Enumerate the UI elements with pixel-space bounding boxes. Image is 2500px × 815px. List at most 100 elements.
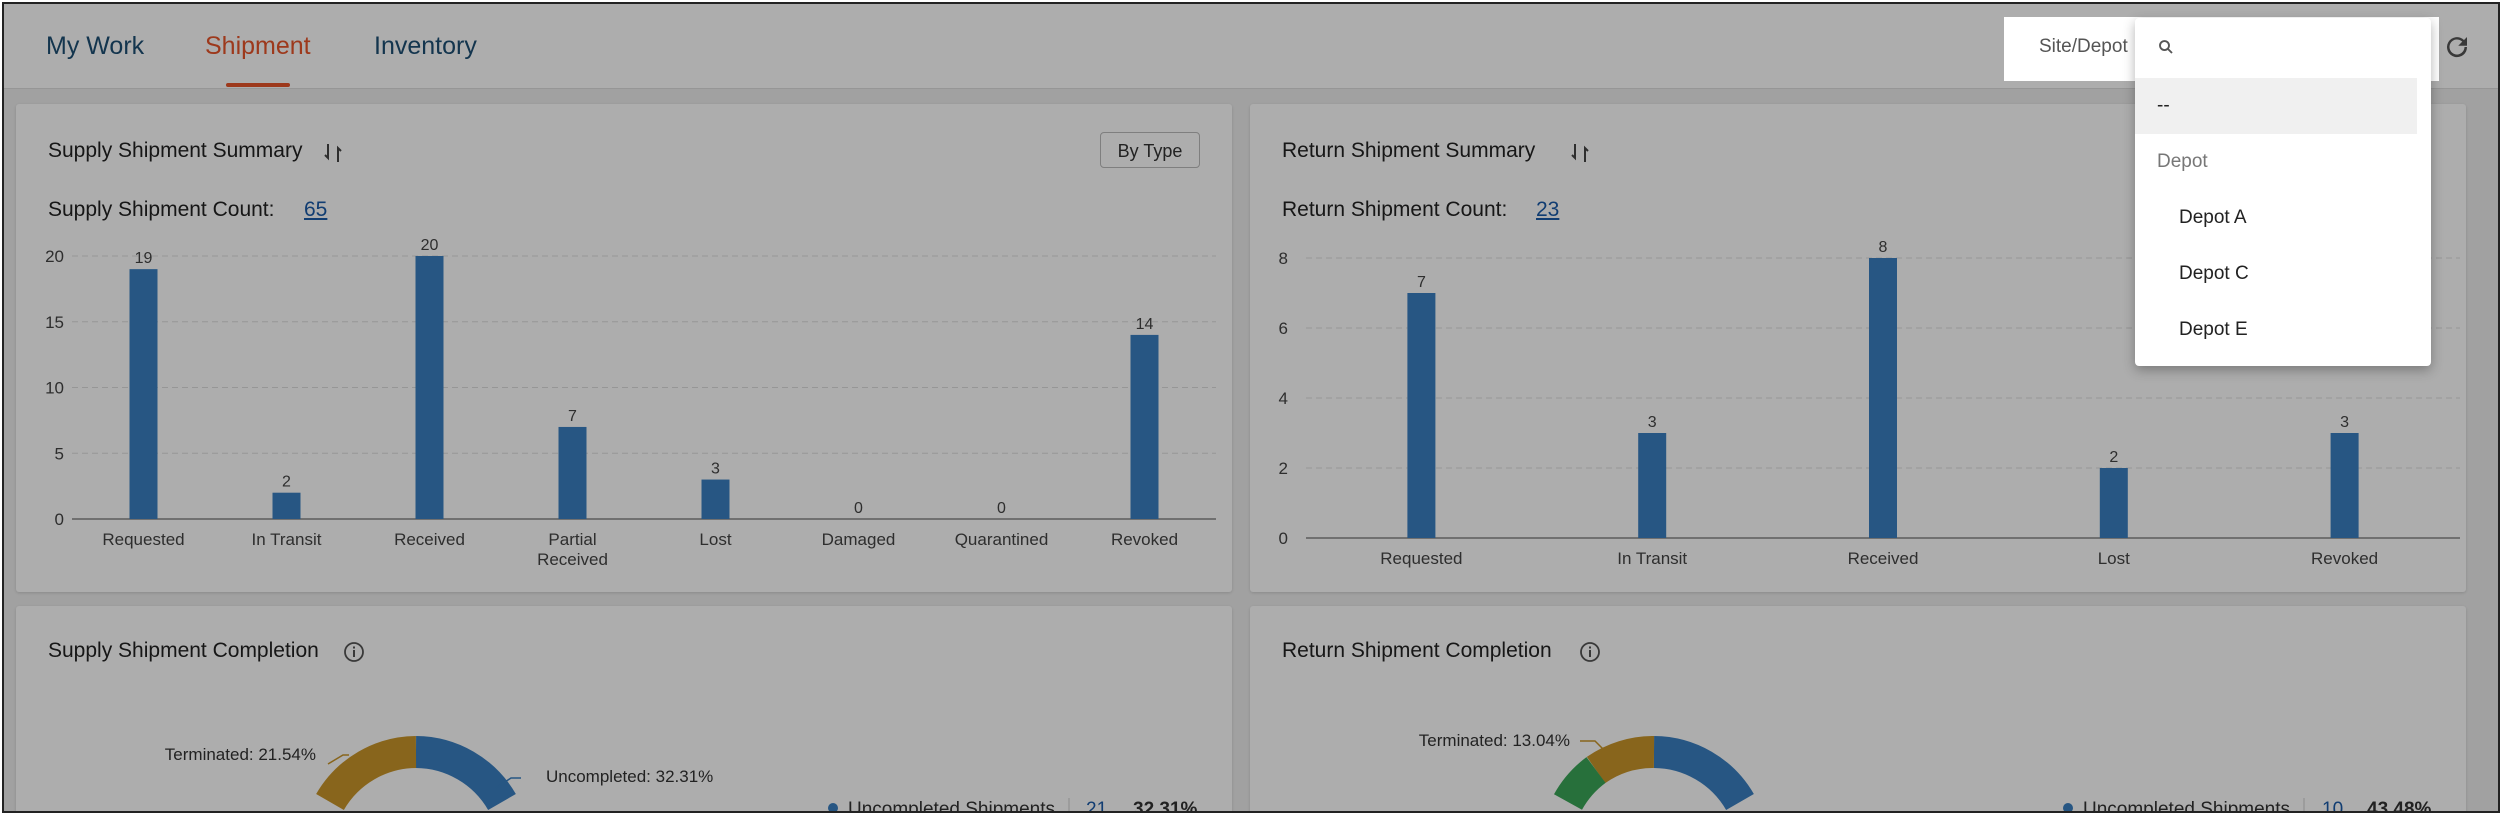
data-label: 7 bbox=[568, 408, 577, 425]
sort-icon[interactable] bbox=[321, 141, 345, 165]
donut-segment-terminated bbox=[1586, 735, 1655, 784]
callout-line bbox=[1580, 740, 1609, 755]
donut-segment-green bbox=[1553, 757, 1606, 811]
bar bbox=[1130, 334, 1159, 519]
y-tick-label: 10 bbox=[45, 379, 64, 398]
data-label: 3 bbox=[2340, 414, 2349, 431]
legend-count: 21 bbox=[1086, 799, 1107, 813]
bar bbox=[1869, 258, 1897, 538]
x-tick-label: Requested bbox=[102, 530, 184, 549]
y-tick-label: 5 bbox=[55, 444, 64, 463]
search-icon bbox=[2159, 40, 2173, 54]
bar bbox=[1407, 293, 1436, 538]
data-label: 7 bbox=[1417, 274, 1426, 291]
legend-label: Uncompleted Shipments bbox=[2083, 799, 2290, 813]
callout-line bbox=[327, 754, 349, 765]
data-label: 2 bbox=[2109, 449, 2118, 466]
legend-count: 10 bbox=[2322, 799, 2343, 813]
info-icon[interactable] bbox=[342, 640, 366, 664]
active-tab-indicator bbox=[226, 83, 290, 87]
donut-segment-uncompleted bbox=[1653, 736, 1754, 811]
data-label: 0 bbox=[997, 500, 1006, 517]
y-tick-label: 6 bbox=[1279, 319, 1288, 338]
data-label: 8 bbox=[1879, 239, 1888, 256]
data-label: 3 bbox=[711, 461, 720, 478]
return-completion-title: Return Shipment Completion bbox=[1282, 639, 1552, 662]
refresh-icon[interactable] bbox=[2442, 32, 2472, 62]
data-label: 19 bbox=[135, 250, 153, 267]
tab-inventory[interactable]: Inventory bbox=[374, 32, 477, 60]
x-tick-label: Damaged bbox=[822, 530, 896, 549]
info-icon[interactable] bbox=[1578, 640, 1602, 664]
dropdown-option-depot-c[interactable]: Depot C bbox=[2179, 263, 2249, 284]
legend-dot bbox=[828, 803, 838, 811]
return-completion-donut: Terminated: 13.04% Uncompleted Shipments… bbox=[1419, 731, 2432, 813]
legend-label: Uncompleted Shipments bbox=[848, 799, 1055, 813]
supply-summary-title: Supply Shipment Summary bbox=[48, 139, 303, 162]
supply-summary-card: Supply Shipment Summary By Type Supply S… bbox=[16, 104, 1232, 592]
by-type-button[interactable]: By Type bbox=[1100, 132, 1200, 168]
x-tick-label: In Transit bbox=[252, 530, 322, 549]
bar bbox=[272, 492, 301, 519]
dropdown-option-depot-e[interactable]: Depot E bbox=[2179, 319, 2248, 340]
x-tick-label: Revoked bbox=[1111, 530, 1178, 549]
supply-completion-card: Supply Shipment Completion Terminated: 2… bbox=[16, 606, 1232, 813]
sort-icon[interactable] bbox=[1568, 141, 1592, 165]
tab-shipment[interactable]: Shipment bbox=[205, 32, 311, 60]
data-label: 20 bbox=[421, 237, 439, 254]
bar bbox=[129, 269, 158, 519]
y-tick-label: 15 bbox=[45, 313, 64, 332]
bar bbox=[701, 479, 730, 519]
y-tick-label: 20 bbox=[45, 247, 64, 266]
return-summary-title: Return Shipment Summary bbox=[1282, 139, 1536, 162]
dropdown-option-none[interactable]: -- bbox=[2135, 78, 2417, 134]
supply-count-label: Supply Shipment Count: bbox=[48, 198, 275, 221]
donut-segment-terminated bbox=[316, 736, 417, 811]
callout-terminated: Terminated: 21.54% bbox=[165, 745, 316, 764]
return-completion-card: Return Shipment Completion Terminated: 1… bbox=[1250, 606, 2466, 813]
donut-segment-uncompleted bbox=[415, 736, 516, 811]
legend-pct: 32.31% bbox=[1133, 799, 1198, 813]
x-tick-label: Received bbox=[537, 550, 608, 569]
x-tick-label: In Transit bbox=[1617, 549, 1687, 568]
y-tick-label: 2 bbox=[1279, 459, 1288, 478]
dropdown-search[interactable] bbox=[2135, 18, 2431, 74]
supply-summary-chart: 0 5 10 15 20 19 Requested 2 In Transit 20 Received… bbox=[45, 237, 1216, 569]
x-tick-label: Lost bbox=[699, 530, 731, 549]
data-label: 2 bbox=[282, 474, 291, 491]
x-tick-label: Partial bbox=[548, 530, 596, 549]
bar bbox=[1638, 433, 1667, 538]
legend-pct: 43.48% bbox=[2367, 799, 2432, 813]
callout-terminated: Terminated: 13.04% bbox=[1419, 731, 1570, 750]
x-tick-label: Received bbox=[1848, 549, 1919, 568]
data-label: 3 bbox=[1648, 414, 1657, 431]
supply-count-value[interactable]: 65 bbox=[304, 198, 328, 221]
data-label: 14 bbox=[1136, 316, 1154, 333]
x-tick-label: Quarantined bbox=[955, 530, 1049, 549]
y-tick-label: 0 bbox=[1279, 529, 1288, 548]
bar bbox=[2099, 468, 2128, 538]
y-tick-label: 4 bbox=[1279, 389, 1288, 408]
x-tick-label: Requested bbox=[1380, 549, 1462, 568]
site-depot-label: Site/Depot bbox=[2039, 36, 2128, 57]
dropdown-option-depot-a[interactable]: Depot A bbox=[2179, 207, 2247, 228]
x-tick-label: Lost bbox=[2098, 549, 2130, 568]
data-label: 0 bbox=[854, 500, 863, 517]
y-tick-label: 8 bbox=[1279, 249, 1288, 268]
callout-uncompleted: Uncompleted: 32.31% bbox=[546, 767, 713, 786]
bar bbox=[558, 426, 587, 519]
supply-completion-title: Supply Shipment Completion bbox=[48, 639, 319, 662]
return-count-value[interactable]: 23 bbox=[1536, 198, 1560, 221]
x-tick-label: Revoked bbox=[2311, 549, 2378, 568]
return-summary-chart: 0 2 4 6 8 7 Requested 3 In Transit 8 Received 2 Lost… bbox=[1279, 239, 2460, 568]
site-depot-dropdown: -- Depot Depot A Depot C Depot E bbox=[2135, 18, 2431, 366]
supply-completion-donut: Terminated: 21.54% Uncompleted: 32.31% U… bbox=[165, 736, 1198, 813]
callout-line bbox=[495, 777, 521, 789]
return-count-label: Return Shipment Count: bbox=[1282, 198, 1508, 221]
y-tick-label: 0 bbox=[55, 510, 64, 529]
bar bbox=[415, 256, 444, 519]
legend-dot bbox=[2063, 803, 2073, 811]
dropdown-group-depot: Depot bbox=[2157, 151, 2208, 172]
tab-my-work[interactable]: My Work bbox=[46, 32, 145, 60]
